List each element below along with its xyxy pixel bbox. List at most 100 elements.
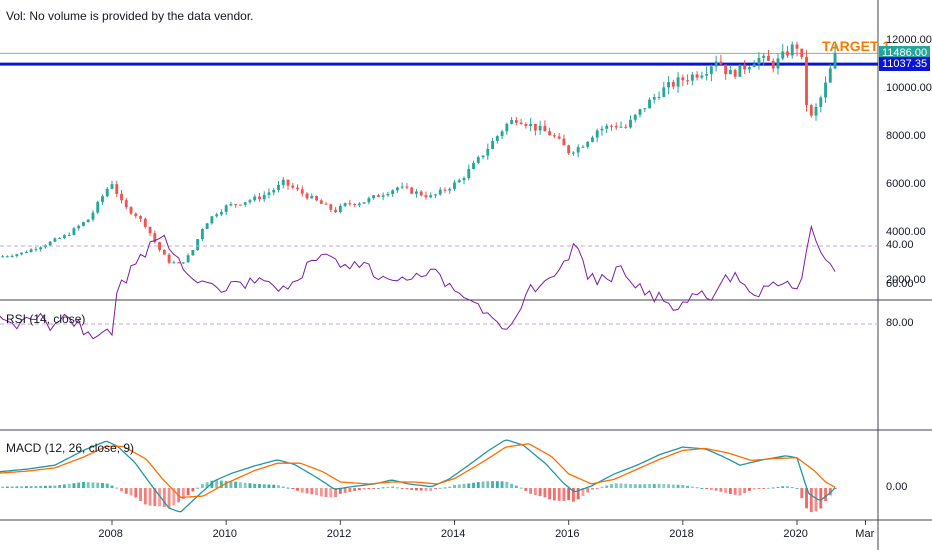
candle-body: [629, 119, 632, 128]
macd-histogram-bar: [324, 488, 328, 498]
macd-histogram-bar: [367, 488, 371, 489]
candle-body: [833, 52, 837, 69]
time-axis-label: 2014: [440, 528, 466, 540]
candle-body: [105, 188, 109, 197]
macd-histogram-bar: [757, 488, 761, 489]
candle-body: [267, 192, 271, 195]
macd-histogram-bar: [467, 483, 471, 488]
macd-histogram-bar: [767, 487, 770, 489]
price-axis-label: 6000.00: [886, 178, 926, 190]
macd-histogram-bar: [457, 484, 461, 488]
price-axis-label: 8000.00: [886, 130, 926, 142]
macd-histogram-bar: [419, 488, 423, 491]
macd-histogram-bar: [748, 488, 751, 491]
macd-histogram-bar: [576, 488, 580, 500]
macd-histogram-bar: [410, 488, 414, 491]
candle-body: [728, 70, 732, 75]
candle-body: [543, 125, 547, 132]
candle-body: [571, 152, 575, 154]
candle-body: [510, 120, 514, 124]
macd-histogram-bar: [481, 481, 485, 488]
macd-histogram-bar: [448, 486, 452, 488]
candle-body: [681, 77, 685, 81]
macd-histogram-bar: [776, 486, 780, 488]
macd-histogram-bar: [348, 488, 352, 492]
candle-body: [724, 64, 728, 75]
macd-histogram-bar: [571, 488, 575, 502]
macd-histogram-bar: [629, 484, 632, 488]
candle-body: [139, 216, 142, 219]
candle-body: [795, 44, 799, 49]
macd-histogram-bar: [524, 488, 528, 491]
candle-body: [58, 238, 62, 240]
candle-body: [776, 58, 780, 69]
time-axis-label: 2010: [212, 528, 238, 540]
macd-histogram-bar: [129, 488, 133, 496]
candle-body: [205, 223, 209, 230]
candle-body: [472, 162, 475, 169]
candle-body: [124, 200, 128, 208]
candle-body: [457, 180, 461, 183]
candle-body: [120, 193, 123, 201]
macd-histogram-bar: [705, 488, 709, 489]
candle-body: [738, 64, 742, 77]
macd-histogram-bar: [424, 488, 428, 491]
macd-histogram-bar: [643, 484, 647, 488]
macd-histogram-bar: [391, 486, 395, 488]
macd-histogram-bar: [686, 485, 690, 488]
candle-body: [448, 188, 452, 191]
macd-histogram-bar: [795, 488, 799, 489]
candle-body: [258, 196, 261, 200]
price-axis-label: 12000.00: [886, 34, 932, 46]
target-annotation: TARGET 1: [822, 38, 891, 54]
candle-body: [652, 97, 656, 100]
macd-histogram-bar: [53, 485, 57, 488]
candle-body: [410, 187, 414, 194]
signal-line: [0, 443, 836, 499]
macd-histogram-bar: [224, 481, 228, 488]
candle-body: [234, 204, 238, 206]
time-axis-label: 2016: [555, 528, 580, 540]
macd-histogram-bar: [15, 486, 19, 488]
macd-histogram-bar: [648, 484, 651, 488]
volume-note: Vol: No volume is provided by the data v…: [6, 9, 254, 23]
price-axis-label: 4000.00: [886, 226, 926, 238]
rsi-axis-label: 80.00: [886, 317, 914, 329]
candle-body: [581, 146, 585, 148]
macd-histogram-bar: [186, 488, 190, 496]
macd-legend[interactable]: MACD (12, 26, close, 9): [6, 441, 135, 455]
candle-body: [805, 56, 808, 106]
macd-histogram-bar: [562, 488, 566, 501]
macd-histogram-bar: [253, 483, 257, 488]
macd-histogram-bar: [824, 488, 827, 501]
candle-body: [400, 186, 404, 188]
candle-body: [519, 122, 523, 125]
rsi-axis-label: 40.00: [886, 239, 914, 251]
macd-histogram-bar: [638, 484, 642, 488]
candle-body: [334, 209, 338, 213]
macd-histogram-bar: [310, 488, 314, 495]
candle-body: [533, 123, 537, 131]
macd-histogram-bar: [148, 488, 152, 506]
candle-body: [219, 211, 223, 215]
candle-body: [329, 204, 333, 210]
macd-histogram-bar: [172, 488, 176, 506]
candle-body: [719, 61, 723, 65]
rsi-legend[interactable]: RSI (14, close): [6, 312, 86, 326]
price-axis-label: 2000.00: [886, 274, 926, 286]
candle-body: [786, 51, 789, 56]
macd-histogram-bar: [248, 483, 252, 488]
candle-body: [671, 82, 675, 87]
rsi-axis-label: 60.00: [886, 278, 914, 290]
candle-body: [610, 125, 613, 127]
candle-body: [110, 184, 114, 189]
candle-body: [77, 225, 81, 229]
macd-histogram-bar: [105, 483, 109, 488]
macd-histogram-bar: [700, 488, 704, 489]
macd-histogram-bar: [681, 484, 685, 488]
macd-histogram-bar: [476, 482, 480, 488]
macd-histogram-bar: [819, 488, 823, 509]
macd-histogram-bar: [167, 488, 171, 509]
